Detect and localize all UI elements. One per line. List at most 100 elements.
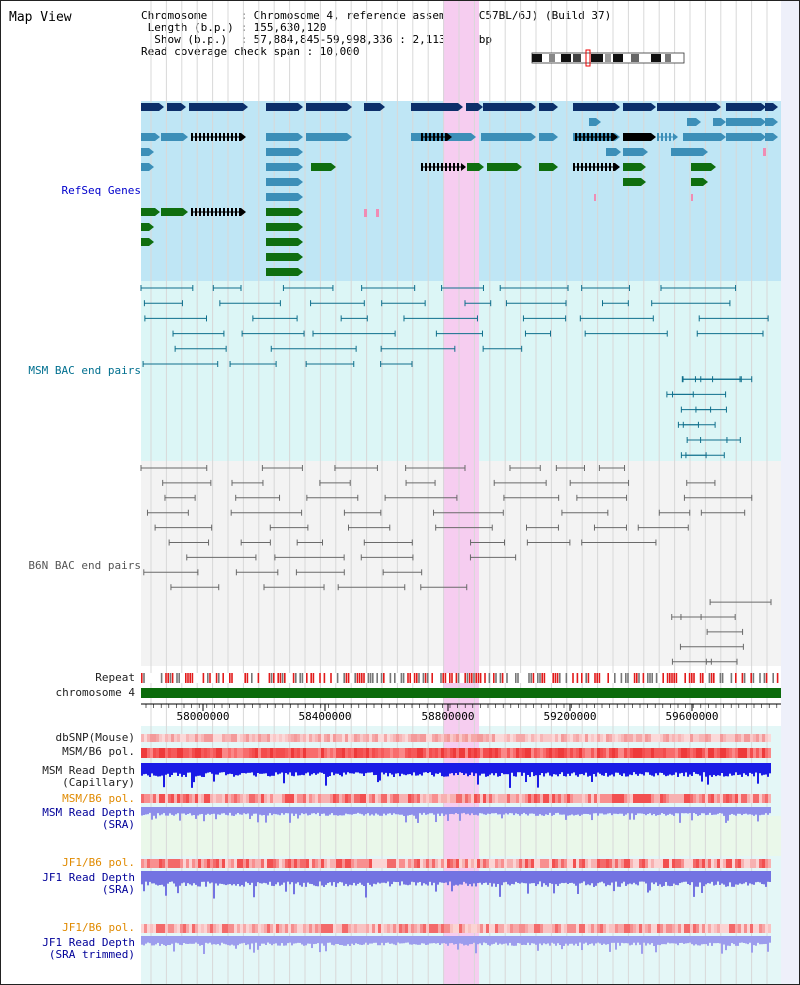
depth-bar [637, 936, 639, 943]
track-label-msm-bac[interactable]: MSM BAC end pairs [28, 364, 141, 377]
heat-cell [567, 734, 570, 742]
gene-exon [623, 148, 643, 156]
heat-cell [507, 794, 510, 803]
ideogram-band [532, 54, 542, 62]
repeat-block [165, 673, 167, 683]
gene-arrow [155, 208, 160, 216]
heat-cell [675, 859, 678, 868]
heat-cell [390, 924, 393, 933]
depth-bar [377, 807, 379, 815]
depth-bar [175, 871, 177, 887]
depth-bar [519, 936, 521, 944]
depth-bar [757, 936, 759, 943]
heat-cell [240, 794, 243, 803]
heat-cell [672, 734, 675, 742]
track-label-refseq[interactable]: RefSeq Genes [61, 184, 141, 197]
depth-bar [525, 763, 527, 783]
heat-cell [726, 794, 729, 803]
msm-bac-track[interactable] [140, 285, 769, 459]
depth-bar [747, 871, 749, 886]
depth-bar [527, 871, 529, 894]
heat-cell [201, 734, 204, 742]
depth-bar [257, 763, 259, 774]
depth-bar [241, 871, 243, 886]
heat-cell [261, 859, 264, 868]
heat-cell [174, 924, 177, 933]
heat-cell [708, 924, 711, 933]
depth-bar [337, 871, 339, 884]
depth-bar [465, 871, 467, 884]
depth-bar [245, 763, 247, 774]
depth-bar [167, 936, 169, 945]
heat-cell [528, 859, 531, 868]
heat-cell [720, 748, 723, 758]
heat-cell [738, 924, 741, 933]
depth-bar [365, 871, 367, 898]
depth-bar [335, 763, 337, 774]
heat-cell [489, 859, 492, 868]
b6n-bac-track[interactable] [140, 465, 772, 665]
heat-cell [741, 748, 744, 758]
heat-cell [141, 859, 144, 868]
heat-cell [528, 924, 531, 933]
gene-exon [235, 208, 237, 216]
depth-bar [441, 807, 443, 814]
heat-cell [699, 734, 702, 742]
depth-bar [473, 871, 475, 884]
heat-cell [168, 734, 171, 742]
heat-cell [348, 924, 351, 933]
depth-bar [475, 936, 477, 954]
depth-bar [591, 763, 593, 782]
heat-cell [474, 748, 477, 758]
depth-bar [477, 807, 479, 816]
heat-cell [612, 794, 615, 803]
depth-bar [277, 871, 279, 883]
gene-exon [466, 103, 478, 111]
heat-cell [582, 794, 585, 803]
heat-cell [384, 794, 387, 803]
track-label-b6n-bac[interactable]: B6N BAC end pairs [28, 559, 141, 572]
heat-cell [171, 924, 174, 933]
heat-cell [390, 734, 393, 742]
heat-cell [450, 748, 453, 758]
depth-bar [481, 936, 483, 946]
refseq-gene-track[interactable] [141, 103, 778, 276]
heat-cell [495, 794, 498, 803]
depth-bar [547, 936, 549, 944]
heat-cell [756, 748, 759, 758]
gene-exon [141, 223, 149, 231]
depth-bar [363, 871, 365, 887]
heat-cell [303, 748, 306, 758]
heat-cell [579, 734, 582, 742]
heat-cell [207, 794, 210, 803]
depth-bar [617, 871, 619, 887]
depth-bar [555, 763, 557, 775]
depth-bar [475, 763, 477, 774]
repeat-block [455, 673, 458, 683]
depth-bar [247, 807, 249, 814]
depth-bar [215, 871, 217, 884]
depth-bar [417, 763, 419, 776]
repeat-block [169, 673, 172, 683]
heat-cell [336, 859, 339, 868]
heat-cell [630, 748, 633, 758]
heat-cell [657, 859, 660, 868]
depth-bar [469, 871, 471, 885]
depth-bar [305, 763, 307, 774]
depth-bar [399, 936, 401, 944]
depth-bar [605, 871, 607, 887]
heat-cell [630, 859, 633, 868]
heat-cell [456, 859, 459, 868]
gene-exon [203, 208, 205, 216]
gene-exon [441, 163, 443, 171]
heat-cell [672, 924, 675, 933]
repeat-block [688, 673, 691, 683]
heat-cell [573, 748, 576, 758]
depth-bar [681, 936, 683, 943]
heat-cell [258, 924, 261, 933]
heat-cell [621, 734, 624, 742]
heat-cell [399, 859, 402, 868]
heat-cell [300, 924, 303, 933]
depth-bar [535, 871, 537, 886]
